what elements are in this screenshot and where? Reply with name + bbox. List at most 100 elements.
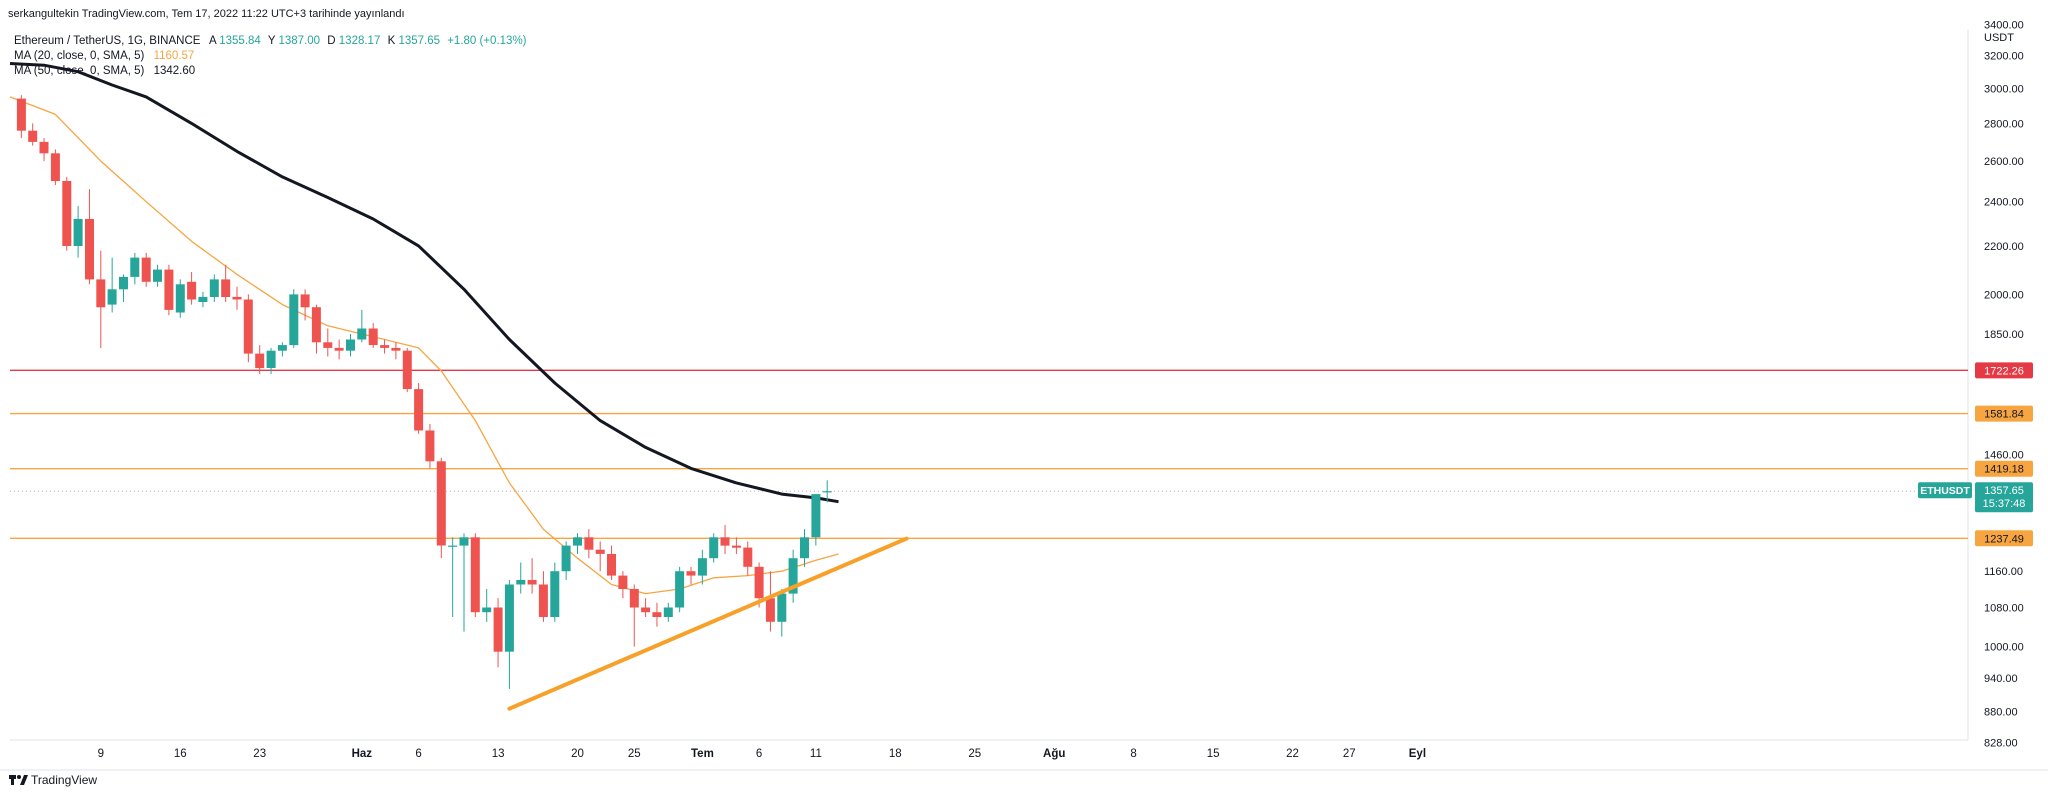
level-badge-bg xyxy=(1975,405,2033,422)
candle xyxy=(391,342,401,360)
candle-body xyxy=(62,181,72,246)
y-tick-label: 1850.00 xyxy=(1984,329,2024,341)
candle xyxy=(311,304,321,354)
ma20-line xyxy=(9,96,839,595)
x-tick-label: 25 xyxy=(628,748,641,760)
ohlc-low-label: D xyxy=(327,35,335,47)
candle xyxy=(209,274,219,303)
candle-body xyxy=(16,98,26,131)
candle xyxy=(482,589,492,622)
x-tick-label: 23 xyxy=(253,748,266,760)
candle-body xyxy=(777,593,787,622)
symbol-tag: ETHUSDT xyxy=(1918,482,1972,499)
candle-body xyxy=(277,345,287,351)
candle-body xyxy=(380,345,390,348)
candle-body xyxy=(266,350,276,368)
candle xyxy=(277,342,287,357)
candle-body xyxy=(153,269,162,282)
candle xyxy=(663,602,673,622)
candle xyxy=(187,272,197,305)
candle-body xyxy=(221,279,231,297)
candle xyxy=(119,274,128,303)
candle xyxy=(652,602,662,627)
level-badge-1722.26: 1722.26 xyxy=(1975,362,2033,379)
candle-body xyxy=(811,494,821,538)
y-tick-label: 2600.00 xyxy=(1984,156,2024,168)
level-badge-1581.84: 1581.84 xyxy=(1975,405,2033,422)
y-tick-label: 940.00 xyxy=(1984,673,2018,685)
candle xyxy=(675,566,685,613)
candle-body xyxy=(232,296,242,300)
tradingview-logo[interactable]: TradingView xyxy=(9,773,97,787)
x-tick-label: Ağu xyxy=(1043,748,1065,760)
price-badges: 1722.26 1581.84 1419.18 1237.49 1357.6515:37… xyxy=(1918,362,2033,547)
x-tick-label: 20 xyxy=(571,748,584,760)
candle xyxy=(527,558,537,594)
candle-body xyxy=(584,537,594,550)
candle-body xyxy=(709,537,719,559)
candle-body xyxy=(164,269,174,310)
ma20-value: 1160.57 xyxy=(154,50,195,62)
y-tick-label: 2800.00 xyxy=(1984,118,2024,130)
candle xyxy=(720,525,730,554)
candle xyxy=(822,480,832,503)
y-tick-label: 1160.00 xyxy=(1984,566,2023,578)
symbol-tag-label: ETHUSDT xyxy=(1920,485,1970,497)
x-tick-label: 15 xyxy=(1207,748,1220,760)
candle-body xyxy=(731,545,741,548)
y-tick-label: 2400.00 xyxy=(1984,197,2024,209)
candles xyxy=(16,95,832,689)
candle xyxy=(550,562,560,622)
candle xyxy=(85,189,94,285)
candle-body xyxy=(346,339,355,351)
symbol-tag-bg xyxy=(1918,482,1972,499)
tradingview-brand: TradingView xyxy=(31,773,97,787)
candle xyxy=(584,529,594,559)
published-note: serkangultekin TradingView.com, Tem 17, … xyxy=(8,8,405,20)
level-badge-label: 1237.49 xyxy=(1984,533,2024,545)
candle-body xyxy=(96,279,106,308)
candle-body xyxy=(50,153,60,181)
candle-body xyxy=(618,575,628,589)
candle xyxy=(39,138,49,162)
candle-body xyxy=(85,219,94,280)
x-tick-label: 8 xyxy=(1130,748,1136,760)
candle xyxy=(561,541,571,581)
candle xyxy=(198,291,208,308)
candle-body xyxy=(357,328,367,340)
current-price-badge-bg xyxy=(1975,482,2033,513)
candle-body xyxy=(686,571,696,576)
candle xyxy=(743,541,753,576)
ma50-legend[interactable]: MA (50, close, 0, SMA, 5) 1342.60 xyxy=(14,65,195,77)
candle-body xyxy=(697,558,707,576)
candle-body xyxy=(675,571,685,608)
candle xyxy=(266,347,276,374)
x-tick-label: 6 xyxy=(415,748,421,760)
ohlc-high-value: 1387.00 xyxy=(278,35,320,47)
candle-body xyxy=(482,607,492,613)
candle xyxy=(765,571,775,632)
candle-body xyxy=(255,353,265,369)
x-tick-label: 11 xyxy=(810,748,822,760)
candle-body xyxy=(788,558,798,594)
level-badge-label: 1419.18 xyxy=(1984,464,2024,476)
level-badge-1419.18: 1419.18 xyxy=(1975,460,2033,477)
ohlc-open-label: A xyxy=(209,35,217,47)
candle xyxy=(459,533,469,632)
x-tick-label: 16 xyxy=(174,748,187,760)
candle xyxy=(493,598,503,668)
candle xyxy=(504,580,514,689)
candle-body xyxy=(595,549,605,554)
candle-body xyxy=(141,257,151,282)
candle-body xyxy=(243,299,253,354)
ma50-label: MA (50, close, 0, SMA, 5) xyxy=(14,65,145,77)
candle-body xyxy=(573,537,582,546)
ma20-legend[interactable]: MA (20, close, 0, SMA, 5) 1160.57 xyxy=(14,50,194,62)
candle xyxy=(448,537,458,617)
y-tick-label: 1080.00 xyxy=(1984,603,2024,615)
y-tick-label: 2200.00 xyxy=(1984,241,2024,253)
y-tick-label: 1000.00 xyxy=(1984,642,2024,654)
candle-body xyxy=(391,347,401,351)
